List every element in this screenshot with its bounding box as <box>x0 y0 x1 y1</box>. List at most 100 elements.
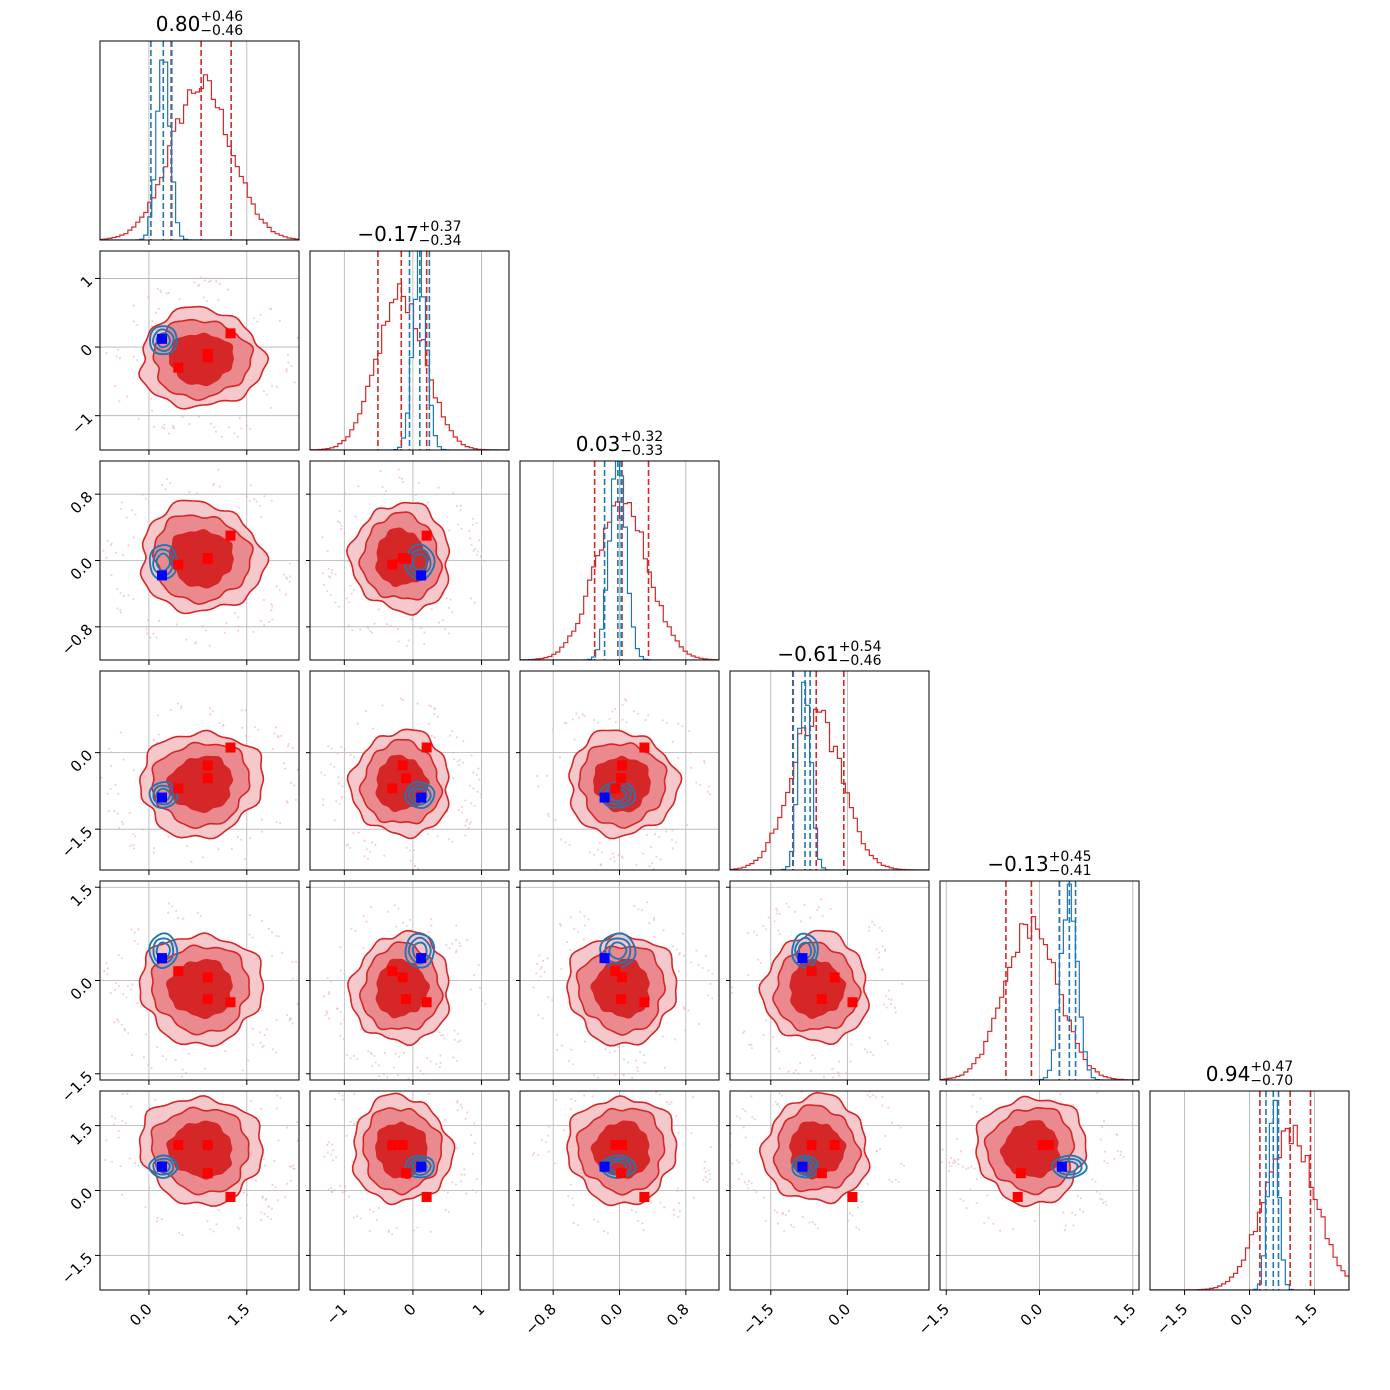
sample-dot <box>884 1039 887 1042</box>
sample-dot <box>709 1146 713 1149</box>
sample-dot <box>897 1180 900 1183</box>
x-tick-label: 0.0 <box>1017 1300 1047 1330</box>
sample-dot <box>659 858 662 861</box>
sample-dot <box>465 1111 469 1114</box>
sample-dot <box>263 495 266 498</box>
sample-dot <box>1103 1160 1106 1163</box>
contour-b <box>798 941 812 960</box>
sample-dot <box>147 296 150 299</box>
sample-dot <box>423 631 426 634</box>
sample-dot <box>708 1173 711 1176</box>
sample-dot <box>809 1062 811 1064</box>
sample-dot <box>409 918 412 922</box>
sample-dot <box>352 831 355 835</box>
sample-dot <box>663 1071 665 1073</box>
sample-dot <box>872 1054 875 1057</box>
sample-dot <box>254 1179 258 1182</box>
sample-dot <box>236 1226 239 1229</box>
sample-dot <box>246 1193 249 1196</box>
sample-dot <box>453 1029 456 1032</box>
sample-dot <box>134 835 137 838</box>
sample-dot <box>394 1052 397 1055</box>
sample-dot <box>707 785 710 788</box>
sample-dot <box>699 783 702 786</box>
sample-dot <box>630 1076 634 1080</box>
sample-dot <box>212 710 215 713</box>
sample-marker <box>397 972 408 983</box>
sample-dot <box>748 1180 751 1183</box>
sample-dot <box>118 400 121 403</box>
sample-dot <box>677 722 680 725</box>
sample-dot <box>237 1227 241 1230</box>
panel-title: −0.61+0.54 −0.46 <box>777 639 881 669</box>
sample-dot <box>645 901 649 904</box>
x-tick-label: −1 <box>323 1300 351 1328</box>
sample-dot <box>668 1103 671 1106</box>
sample-dot <box>781 1094 784 1097</box>
sample-dot <box>809 916 812 919</box>
sample-dot <box>422 1072 425 1075</box>
sample-dot <box>597 1220 600 1223</box>
sample-dot <box>400 477 404 480</box>
sample-dot <box>124 1122 127 1125</box>
sample-dot <box>237 625 240 628</box>
sample-dot <box>344 1185 347 1188</box>
sample-dot <box>252 1043 255 1046</box>
panel-frame <box>99 40 300 241</box>
sample-dot <box>456 736 459 739</box>
histogram-posterior_b <box>730 681 929 870</box>
injection-marker <box>599 1161 610 1172</box>
sample-dot <box>131 983 134 986</box>
sample-dot <box>209 279 212 283</box>
sample-dot <box>453 1038 456 1041</box>
sample-dot <box>878 951 881 954</box>
contour-a-inner <box>168 529 234 589</box>
sample-marker <box>173 559 184 570</box>
sample-dot <box>583 924 586 927</box>
panel-frame <box>99 880 300 1081</box>
sample-marker <box>225 742 236 753</box>
sample-marker <box>202 972 213 983</box>
sample-dot <box>838 1074 841 1077</box>
sample-dot <box>965 1167 968 1170</box>
sample-dot <box>356 722 359 725</box>
sample-dot <box>622 1073 626 1076</box>
sample-dot <box>110 750 113 754</box>
sample-dot <box>327 575 331 578</box>
sample-dot <box>583 915 586 918</box>
sample-dot <box>612 856 615 859</box>
sample-dot <box>137 417 140 420</box>
sample-dot <box>296 1003 299 1006</box>
sample-dot <box>212 1062 214 1064</box>
sample-dot <box>872 1094 875 1097</box>
sample-dot <box>677 970 681 973</box>
sample-dot <box>348 1195 351 1198</box>
sample-dot <box>275 1094 279 1097</box>
contour-b <box>794 1157 816 1176</box>
sample-dot <box>118 985 121 988</box>
sample-dot <box>884 1134 887 1138</box>
sample-dot <box>1072 1103 1075 1107</box>
sample-dot <box>1012 1228 1015 1231</box>
sample-dot <box>113 1021 116 1024</box>
sample-dot <box>762 1196 765 1199</box>
contour-b <box>404 1155 435 1179</box>
sample-dot <box>792 1071 795 1074</box>
sample-dot <box>110 574 113 577</box>
sample-dot <box>704 954 707 958</box>
sample-dot <box>133 931 136 934</box>
sample-dot <box>119 611 122 614</box>
sample-dot <box>708 1178 711 1181</box>
sample-dot <box>613 708 617 711</box>
sample-dot <box>109 787 112 790</box>
sample-dot <box>772 1035 775 1039</box>
sample-dot <box>464 799 467 802</box>
sample-dot <box>271 605 274 608</box>
sample-dot <box>123 1027 126 1031</box>
sample-dot <box>588 851 591 854</box>
contour-a-inner <box>375 754 430 813</box>
sample-dot <box>875 1150 878 1153</box>
sample-dot <box>613 860 616 863</box>
sample-dot <box>269 1217 272 1220</box>
sample-dot <box>747 973 750 977</box>
